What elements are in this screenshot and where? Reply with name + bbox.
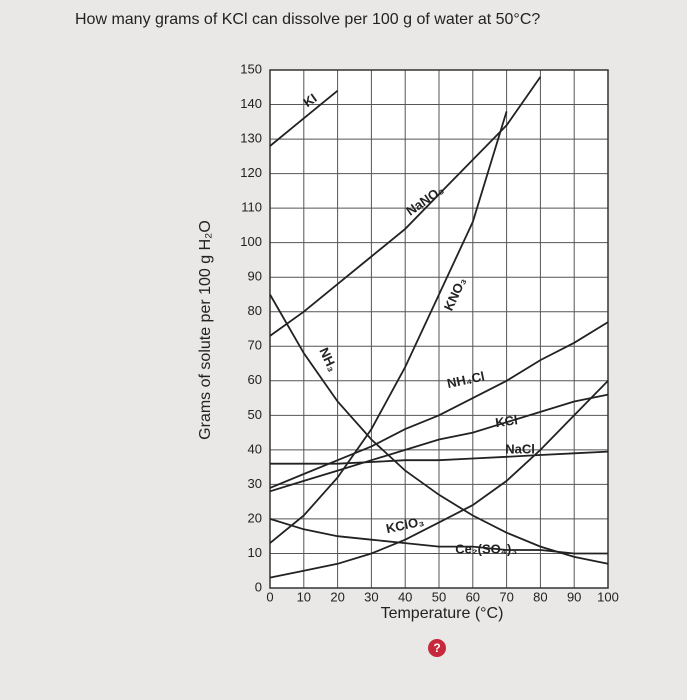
x-tick-label: 100 — [597, 589, 619, 604]
x-tick-label: 50 — [432, 589, 446, 604]
x-tick-label: 20 — [330, 589, 344, 604]
curve — [269, 518, 608, 555]
y-axis-label: Grams of solute per 100 g H₂O — [197, 220, 214, 440]
help-icon-text[interactable]: ? — [433, 641, 440, 655]
y-tick-label: 60 — [248, 372, 262, 387]
question: How many grams of KCl can dissolve per 1… — [75, 11, 540, 28]
x-tick-label: 30 — [364, 589, 378, 604]
y-tick-label: 70 — [248, 338, 262, 353]
plot-border — [269, 69, 609, 589]
series-label: Ce₂(SO₄)₃ — [455, 541, 517, 556]
x-tick-label: 80 — [533, 589, 547, 604]
y-tick-label: 150 — [240, 61, 262, 76]
y-tick-label: 90 — [248, 269, 262, 284]
x-tick-label: 0 — [266, 589, 273, 604]
curve — [269, 321, 609, 489]
y-tick-label: 30 — [248, 476, 262, 491]
y-tick-label: 130 — [240, 131, 262, 146]
y-tick-label: 10 — [248, 545, 262, 560]
y-tick-label: 0 — [255, 579, 262, 594]
x-tick-label: 40 — [398, 589, 412, 604]
x-tick-label: 90 — [567, 589, 581, 604]
curve — [269, 90, 339, 147]
curve — [269, 380, 609, 579]
x-axis-label: Temperature (°C) — [381, 605, 504, 622]
y-tick-label: 20 — [248, 510, 262, 525]
help-icon[interactable] — [428, 639, 446, 657]
y-tick-label: 50 — [248, 407, 262, 422]
curve — [269, 111, 508, 544]
y-tick-label: 40 — [248, 441, 262, 456]
y-tick-label: 100 — [240, 234, 262, 249]
y-tick-label: 120 — [240, 165, 262, 180]
series-label: KCl — [494, 412, 518, 430]
curve — [269, 76, 542, 337]
series-label: NaCl — [505, 441, 535, 456]
y-tick-label: 80 — [248, 303, 262, 318]
y-tick-label: 140 — [240, 96, 262, 111]
curve — [269, 294, 609, 565]
curve — [270, 450, 609, 465]
y-tick-label: 110 — [241, 200, 262, 215]
x-tick-label: 10 — [297, 589, 311, 604]
x-tick-label: 60 — [466, 589, 480, 604]
x-tick-label: 70 — [499, 589, 513, 604]
curve — [269, 393, 609, 493]
